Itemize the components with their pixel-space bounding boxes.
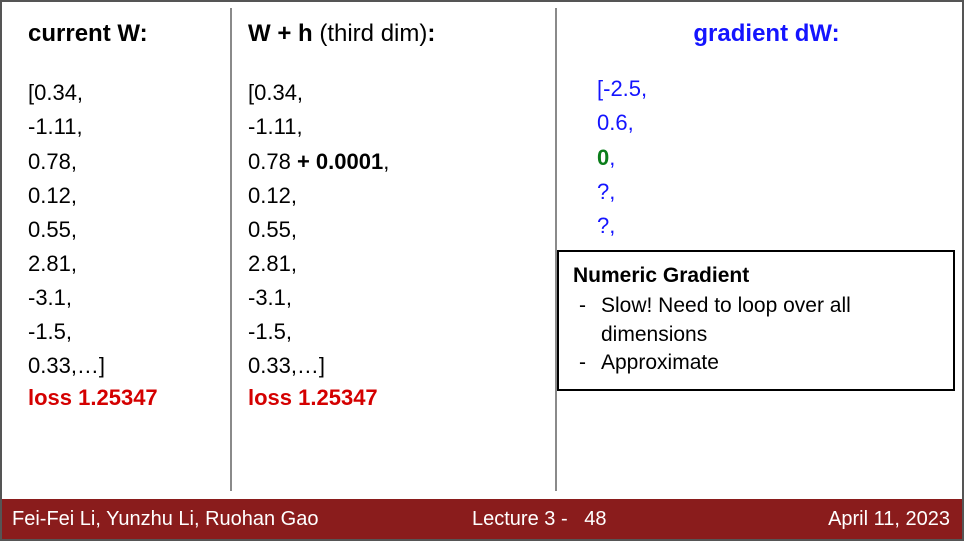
wh-val-3: 0.12, bbox=[248, 179, 539, 213]
w-val-2: 0.78, bbox=[28, 145, 214, 179]
grad-q-0: ?, bbox=[597, 175, 936, 209]
grad-q-1: ?, bbox=[597, 209, 936, 243]
footer-authors: Fei-Fei Li, Yunzhu Li, Ruohan Gao bbox=[12, 508, 318, 531]
footer-date-text: April 11, 2023 bbox=[828, 508, 950, 530]
column-w-plus-h: W + h (third dim): [0.34, -1.11, 0.78 + … bbox=[232, 8, 557, 491]
vector-current-w: [0.34, -1.11, 0.78, 0.12, 0.55, 2.81, -3… bbox=[28, 76, 214, 383]
wh-val-1: -1.11, bbox=[248, 110, 539, 144]
grad-zero: 0 bbox=[597, 145, 609, 170]
footer-lecture: Lecture 3 - 48 bbox=[472, 508, 607, 531]
callout-bullet-0: Slow! Need to loop over all dimensions bbox=[601, 292, 939, 349]
vector-w-plus-h: [0.34, -1.11, 0.78 + 0.0001, 0.12, 0.55,… bbox=[248, 76, 539, 383]
w-val-3: 0.12, bbox=[28, 179, 214, 213]
w-val-0: [0.34, bbox=[28, 76, 214, 110]
wh-perturb-comma: , bbox=[383, 149, 389, 174]
slide-footer: Fei-Fei Li, Yunzhu Li, Ruohan Gao Lectur… bbox=[2, 499, 962, 539]
grad-zero-comma: , bbox=[609, 145, 615, 170]
heading-wph-plain: (third dim) bbox=[313, 20, 428, 47]
loss-current-w: loss 1.25347 bbox=[28, 385, 214, 411]
wh-perturb-add: + 0.0001 bbox=[297, 149, 383, 174]
w-val-7: -1.5, bbox=[28, 315, 214, 349]
column-current-w: current W: [0.34, -1.11, 0.78, 0.12, 0.5… bbox=[12, 8, 232, 491]
footer-lecture-num: 48 bbox=[584, 508, 606, 530]
heading-current-w: current W: bbox=[28, 18, 214, 50]
grad-val-1: 0.6, bbox=[597, 106, 936, 140]
slide-content: current W: [0.34, -1.11, 0.78, 0.12, 0.5… bbox=[12, 8, 952, 491]
grad-val-0: [-2.5, bbox=[597, 72, 936, 106]
wh-val-5: 2.81, bbox=[248, 247, 539, 281]
callout-numeric-gradient: Numeric Gradient Slow! Need to loop over… bbox=[557, 250, 955, 391]
w-val-1: -1.11, bbox=[28, 110, 214, 144]
w-val-8: 0.33,…] bbox=[28, 349, 214, 383]
callout-bullet-1: Approximate bbox=[601, 349, 939, 377]
column-gradient: gradient dW: [-2.5, 0.6, 0, ?, ?, ?, ?, … bbox=[557, 8, 952, 491]
wh-val-6: -3.1, bbox=[248, 281, 539, 315]
heading-current-w-colon: : bbox=[140, 20, 148, 47]
wh-perturb-base: 0.78 bbox=[248, 149, 297, 174]
callout-list: Slow! Need to loop over all dimensions A… bbox=[573, 292, 939, 377]
wh-val-perturb: 0.78 + 0.0001, bbox=[248, 145, 539, 179]
wh-val-4: 0.55, bbox=[248, 213, 539, 247]
heading-current-w-bold: current W bbox=[28, 20, 140, 47]
w-val-6: -3.1, bbox=[28, 281, 214, 315]
w-val-5: 2.81, bbox=[28, 247, 214, 281]
wh-val-0: [0.34, bbox=[248, 76, 539, 110]
footer-date: April 11, 2023 bbox=[828, 508, 950, 531]
grad-val-zero: 0, bbox=[597, 141, 936, 175]
wh-val-7: -1.5, bbox=[248, 315, 539, 349]
slide-frame: current W: [0.34, -1.11, 0.78, 0.12, 0.5… bbox=[0, 0, 964, 541]
heading-gradient: gradient dW: bbox=[597, 18, 936, 50]
heading-w-plus-h: W + h (third dim): bbox=[248, 18, 539, 50]
loss-w-plus-h: loss 1.25347 bbox=[248, 385, 539, 411]
heading-wph-colon: : bbox=[427, 20, 435, 47]
footer-lecture-label: Lecture 3 - bbox=[472, 508, 568, 530]
w-val-4: 0.55, bbox=[28, 213, 214, 247]
wh-val-8: 0.33,…] bbox=[248, 349, 539, 383]
heading-wph-bold: W + h bbox=[248, 20, 313, 47]
callout-title: Numeric Gradient bbox=[573, 262, 939, 290]
